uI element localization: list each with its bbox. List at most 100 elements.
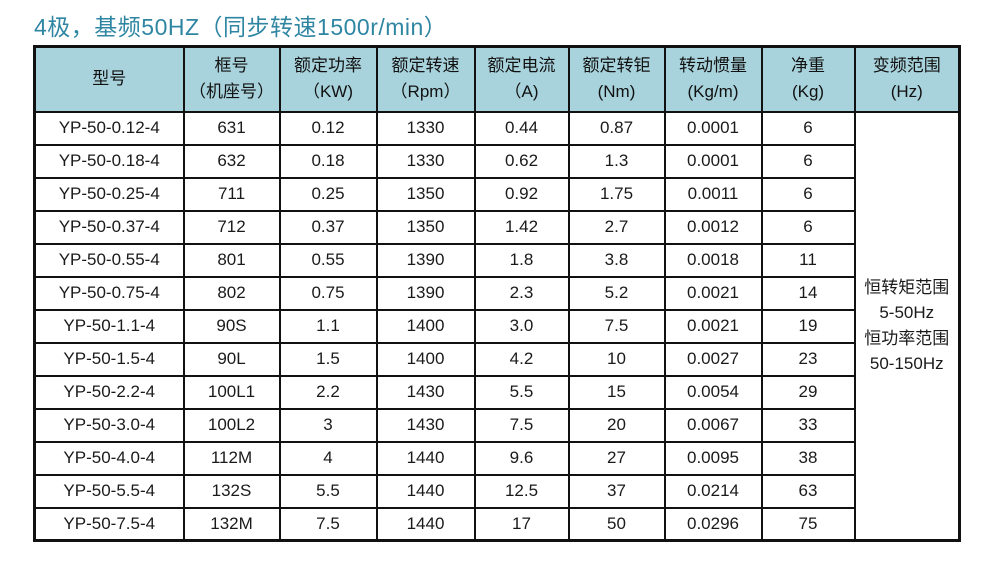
table-cell: 132M (182, 506, 281, 542)
table-cell: 132S (182, 473, 281, 509)
table-cell: 20 (567, 407, 666, 443)
column-header-8: 变频范围 (Hz) (853, 45, 961, 113)
header-row: 型号 框号 （机座号） 额定功率 （KW) 额定转速 （Rpm） 额定电流 （A) 额定转钜 (Nm… (33, 45, 961, 113)
table-cell: 1.75 (567, 176, 666, 212)
table-cell: 712 (182, 209, 281, 245)
table-cell: 2.3 (473, 275, 570, 311)
column-header-7: 净重 (Kg) (760, 45, 856, 113)
table-cell: YP-50-2.2-4 (33, 374, 185, 410)
table-cell: 1430 (375, 374, 476, 410)
column-header-1: 框号 （机座号） (182, 45, 281, 113)
column-header-line2: （A) (504, 82, 539, 102)
table-cell: 0.0021 (663, 308, 763, 344)
frequency-range-line: 5-50Hz (879, 303, 935, 323)
table-cell: 50 (567, 506, 666, 542)
table-cell: 1.3 (567, 143, 666, 179)
table-cell: 0.0214 (663, 473, 763, 509)
table-cell: 2.7 (567, 209, 666, 245)
table-cell: 38 (760, 440, 856, 476)
table-cell: 1.8 (473, 242, 570, 278)
table-cell: YP-50-0.12-4 (33, 110, 185, 146)
column-header-line1: 型号 (92, 69, 127, 89)
table-row: YP-50-0.12-4 631 0.12 1330 0.44 0.87 0.0001 6 恒转… (33, 110, 961, 542)
table-cell: 801 (182, 242, 281, 278)
table-cell: YP-50-1.1-4 (33, 308, 185, 344)
table-cell: 12.5 (473, 473, 570, 509)
table-body: YP-50-0.12-4 631 0.12 1330 0.44 0.87 0.0001 6 恒转… (33, 110, 961, 542)
table-cell: YP-50-4.0-4 (33, 440, 185, 476)
table-cell: 7.5 (473, 407, 570, 443)
table-cell: 3.0 (473, 308, 570, 344)
table-cell: 0.62 (473, 143, 570, 179)
table-cell: 0.0021 (663, 275, 763, 311)
column-header-line1: 净重 (791, 55, 825, 75)
table-cell: 4.2 (473, 341, 570, 377)
motor-spec-table: 型号 框号 （机座号） 额定功率 （KW) 额定转速 （Rpm） 额定电流 （A) 额定转钜 (Nm… (33, 45, 961, 542)
column-header-line2: （机座号） (189, 82, 274, 102)
table-cell: 0.0018 (663, 242, 763, 278)
table-row: YP-50-5.5-4 132S 5.5 1440 12.5 37 0.0214 63 (33, 473, 960, 509)
table-cell: 0.55 (278, 242, 378, 278)
table-row: YP-50-0.55-4 801 0.55 1390 1.8 3.8 0.0018 11 (33, 242, 960, 278)
table-cell: YP-50-0.18-4 (33, 143, 185, 179)
table-cell: 0.0095 (663, 440, 763, 476)
table-cell: YP-50-0.75-4 (33, 275, 185, 311)
table-cell: 7.5 (278, 506, 378, 542)
table-cell: 7.5 (567, 308, 666, 344)
column-header-line1: 额定转钜 (582, 55, 651, 75)
column-header-line2: (Kg/m) (687, 82, 739, 102)
table-cell: 6 (760, 143, 856, 179)
table-cell: 14 (760, 275, 856, 311)
table-cell: 0.0011 (663, 176, 763, 212)
table-cell: 5.2 (567, 275, 666, 311)
table-cell: 10 (567, 341, 666, 377)
table-row: YP-50-7.5-4 132M 7.5 1440 17 50 0.0296 75 (33, 506, 960, 542)
column-header-line2: （KW) (302, 82, 354, 102)
column-header-line1: 额定转速 (391, 55, 460, 75)
table-cell: 4 (278, 440, 378, 476)
column-header-3: 额定转速 （Rpm） (375, 45, 476, 113)
table-row: YP-50-0.37-4 712 0.37 1350 1.42 2.7 0.0012 6 (33, 209, 960, 245)
column-header-5: 额定转钜 (Nm) (567, 45, 666, 113)
table-cell: YP-50-0.37-4 (33, 209, 185, 245)
table-cell: 631 (182, 110, 281, 146)
table-cell: 1.5 (278, 341, 378, 377)
column-header-line1: 额定电流 (487, 55, 556, 75)
table-row: YP-50-0.25-4 711 0.25 1350 0.92 1.75 0.0011 6 (33, 176, 960, 212)
table-cell: 2.2 (278, 374, 378, 410)
table-cell: 90L (182, 341, 281, 377)
table-cell: 112M (182, 440, 281, 476)
table-cell: 1350 (375, 209, 476, 245)
table-cell: 1330 (375, 143, 476, 179)
column-header-line2: (Nm) (597, 82, 636, 102)
column-header-4: 额定电流 （A) (473, 45, 570, 113)
table-cell: 63 (760, 473, 856, 509)
table-cell: 0.92 (473, 176, 570, 212)
column-header-6: 转动惯量 (Kg/m) (663, 45, 763, 113)
table-cell: 19 (760, 308, 856, 344)
table-header: 型号 框号 （机座号） 额定功率 （KW) 额定转速 （Rpm） 额定电流 （A) 额定转钜 (Nm… (33, 45, 961, 113)
column-header-line1: 变频范围 (872, 55, 941, 75)
table-cell: 1350 (375, 176, 476, 212)
table-cell: 6 (760, 176, 856, 212)
frequency-range-line: 恒功率范围 (864, 328, 950, 348)
table-cell: 6 (760, 209, 856, 245)
table-cell: 0.0067 (663, 407, 763, 443)
table-cell: 75 (760, 506, 856, 542)
table-cell: 0.25 (278, 176, 378, 212)
table-cell: YP-50-0.55-4 (33, 242, 185, 278)
table-cell: 0.37 (278, 209, 378, 245)
column-header-line1: 框号 (214, 55, 249, 75)
table-cell: 6 (760, 110, 856, 146)
table-cell: 100L1 (182, 374, 281, 410)
table-cell: YP-50-0.25-4 (33, 176, 185, 212)
frequency-range-cell: 恒转矩范围 5-50Hz 恒功率范围 50-150Hz (853, 110, 961, 542)
table-row: YP-50-1.1-4 90S 1.1 1400 3.0 7.5 0.0021 19 (33, 308, 960, 344)
table-cell: 33 (760, 407, 856, 443)
table-cell: 1.1 (278, 308, 378, 344)
table-cell: 0.0296 (663, 506, 763, 542)
table-row: YP-50-1.5-4 90L 1.5 1400 4.2 10 0.0027 23 (33, 341, 960, 377)
table-cell: 29 (760, 374, 856, 410)
table-cell: 0.87 (567, 110, 666, 146)
